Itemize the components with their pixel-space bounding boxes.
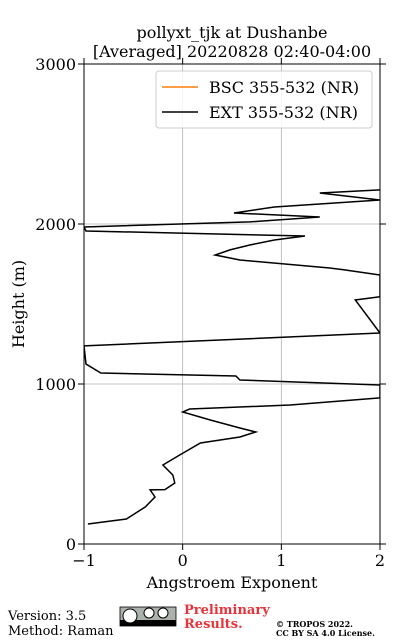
status-line: Preliminary Results. [184,603,270,632]
x-tick-label: 0 [178,551,188,570]
data-line [84,189,380,525]
version: Version: 3.5 [7,609,86,624]
plot-lines [84,189,380,525]
chart-subtitle: [Averaged] 20220828 02:40-04:00 [93,42,371,61]
y-axis-label: Height (m) [9,260,28,348]
x-axis-label: Angstroem Exponent [146,573,318,592]
legend-box [155,70,373,129]
grid [83,63,381,545]
x-tick-label: 2 [375,551,385,570]
method: Method: Raman [8,624,114,639]
legend-label: EXT 355-532 (NR) [209,103,358,122]
y-tick-label: 0 [66,535,76,554]
cc-badge [119,606,177,627]
x-tick-label: 1 [276,551,286,570]
plot-frame [83,63,381,545]
legend-label: BSC 355-532 (NR) [209,78,359,97]
chart-title: pollyxt_tjk at Dushanbe [136,23,327,42]
y-tick-label: 2000 [35,215,76,234]
y-tick-label: 3000 [35,55,76,74]
x-tick-label: −1 [72,551,96,570]
copyright: © TROPOS 2022. [276,619,353,629]
y-tick-label: 1000 [35,375,76,394]
legend: BSC 355-532 (NR) EXT 355-532 (NR) [155,70,373,129]
license: CC BY SA 4.0 License. [276,628,375,638]
